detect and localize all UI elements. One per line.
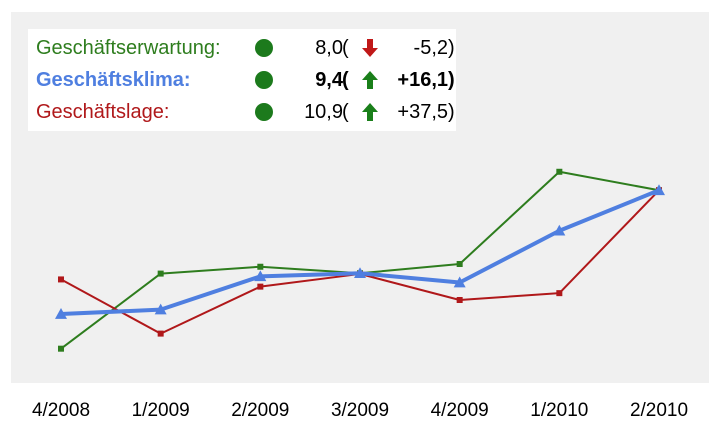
x-tick-label: 1/2010 [530, 400, 589, 421]
data-point-geschaftsklima-4 [453, 276, 466, 288]
data-point-geschaftserwartung-2 [257, 263, 264, 270]
data-point-geschaftserwartung-1 [157, 270, 164, 277]
x-tick-label: 2/2009 [231, 400, 290, 421]
series-line-geschaftslage [60, 189, 660, 335]
data-point-geschaftslage-2 [257, 283, 264, 290]
data-point-geschaftsklima-5 [553, 224, 566, 236]
open-paren: ( [342, 37, 349, 59]
close-paren: ) [448, 69, 455, 91]
open-paren: ( [342, 101, 349, 123]
data-point-geschaftserwartung-0 [58, 345, 64, 352]
data-point-geschaftsklima-3 [354, 267, 366, 279]
status-dot-icon [255, 39, 273, 57]
data-point-geschaftslage-1 [157, 330, 164, 337]
close-paren: ) [448, 101, 455, 123]
status-dot-icon [255, 103, 273, 121]
legend: Geschäftserwartung: 8,0(-5,2) Geschäftskli… [28, 29, 456, 131]
current-value: 9,4 [315, 69, 343, 91]
arrow-down-icon [362, 39, 378, 57]
series-line-geschaftserwartung [60, 170, 660, 350]
open-paren: ( [342, 69, 349, 91]
legend-row-geschaftsklima: Geschäftsklima: 9,4( +16,1) [28, 65, 456, 95]
arrow-up-icon [362, 103, 378, 121]
data-point-geschaftslage-0 [58, 276, 64, 283]
close-paren: ) [448, 37, 455, 59]
data-point-geschaftslage-5 [556, 290, 563, 297]
x-tick-label: 2/2010 [629, 400, 689, 421]
legend-row-geschaftslage: Geschäftslage: 10,9( +37,5) [28, 97, 456, 127]
data-point-geschaftsklima-2 [254, 270, 267, 282]
data-point-geschaftsklima-0 [55, 308, 67, 319]
data-point-geschaftsklima-1 [154, 303, 167, 315]
change-value: +16,1 [397, 69, 448, 91]
legend-label: Geschäftserwartung: [36, 37, 221, 59]
x-tick-label: 3/2009 [330, 400, 390, 421]
data-point-geschaftserwartung-5 [556, 168, 563, 175]
legend-label: Geschäftsklima: [36, 69, 191, 91]
data-point-geschaftserwartung-4 [456, 261, 463, 267]
legend-row-geschaftserwartung: Geschäftserwartung: 8,0( -5,2) [28, 33, 456, 63]
x-tick-label: 4/2008 [31, 400, 91, 421]
legend-label: Geschäftslage: [36, 101, 170, 123]
x-tick-label: 1/2009 [131, 400, 190, 421]
change-value: -5,2 [413, 37, 448, 59]
arrow-up-icon [362, 71, 378, 89]
data-point-geschaftsklima-6 [653, 184, 665, 196]
status-dot-icon [255, 71, 273, 89]
data-point-geschaftslage-4 [456, 297, 463, 303]
current-value: 8,0 [315, 37, 343, 59]
x-tick-label: 4/2009 [430, 400, 489, 421]
series-line-geschaftsklima [60, 188, 660, 317]
change-value: +37,5 [397, 101, 448, 123]
current-value: 10,9 [304, 101, 343, 123]
